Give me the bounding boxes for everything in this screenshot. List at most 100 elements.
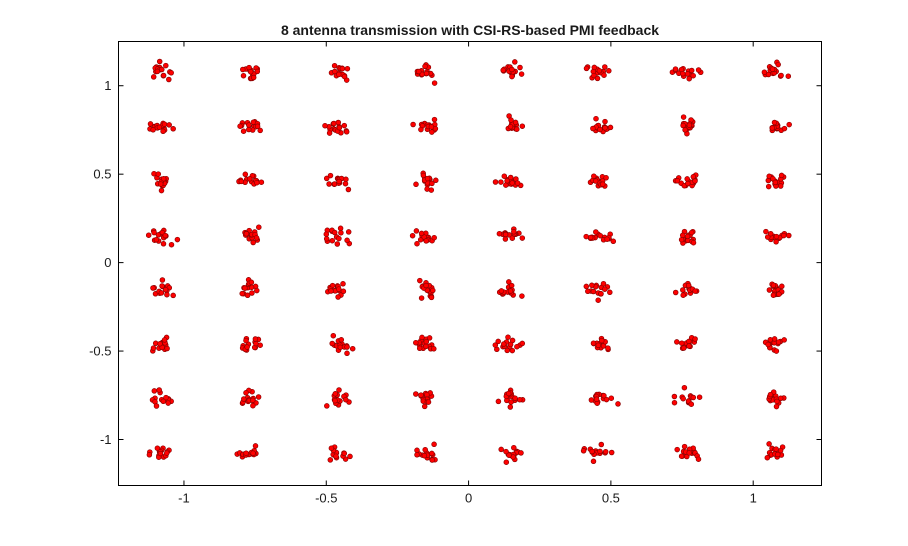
data-point <box>504 347 510 354</box>
data-point <box>423 238 429 244</box>
data-point <box>589 282 595 289</box>
data-point <box>598 441 605 448</box>
data-point <box>254 179 260 186</box>
data-point <box>418 392 424 398</box>
data-point <box>330 332 337 339</box>
data-point <box>336 71 342 78</box>
data-point <box>678 236 685 243</box>
data-point <box>154 68 161 75</box>
data-point <box>243 390 249 396</box>
data-point <box>425 399 432 405</box>
data-point <box>326 181 332 187</box>
data-point <box>508 399 514 405</box>
data-point <box>323 236 330 242</box>
data-point <box>503 459 510 465</box>
data-point <box>414 240 420 247</box>
data-point <box>166 122 172 128</box>
data-point <box>512 59 518 65</box>
data-point <box>511 229 517 235</box>
data-point <box>498 288 505 294</box>
data-points <box>145 58 792 465</box>
chart-title: 8 antenna transmission with CSI-RS-based… <box>281 22 659 38</box>
data-point <box>686 450 692 456</box>
data-point <box>602 448 609 455</box>
data-point <box>771 119 778 126</box>
data-point <box>603 396 610 403</box>
data-point <box>507 123 514 130</box>
data-point <box>329 340 335 347</box>
data-point <box>413 228 420 234</box>
data-point <box>160 72 167 79</box>
data-point <box>690 239 697 246</box>
data-point <box>507 341 514 348</box>
data-point <box>761 69 768 75</box>
data-point <box>519 293 525 299</box>
data-point <box>778 172 785 179</box>
data-point <box>163 394 169 401</box>
data-point <box>327 457 334 463</box>
data-point <box>509 235 516 241</box>
data-point <box>779 283 785 290</box>
data-point <box>322 122 328 129</box>
data-point <box>506 279 512 285</box>
data-point <box>160 241 167 247</box>
data-point <box>166 76 172 83</box>
data-point <box>163 62 169 69</box>
data-point <box>769 66 776 72</box>
data-point <box>323 175 330 182</box>
data-point <box>595 297 601 303</box>
data-point <box>414 447 420 454</box>
data-point <box>601 392 607 399</box>
data-point <box>423 343 429 350</box>
data-point <box>674 446 680 453</box>
data-point <box>773 239 779 245</box>
data-point <box>336 235 342 242</box>
data-point <box>156 387 162 393</box>
data-point <box>418 126 424 133</box>
data-point <box>602 125 608 131</box>
data-point <box>161 337 168 343</box>
data-point <box>692 178 698 184</box>
data-point <box>696 394 703 400</box>
data-point <box>770 282 777 288</box>
data-point <box>680 395 686 402</box>
data-point <box>174 236 181 243</box>
data-point <box>337 225 344 232</box>
data-point <box>680 292 686 298</box>
data-point <box>492 179 499 185</box>
data-point <box>786 121 792 128</box>
data-point <box>151 388 158 394</box>
data-point <box>250 450 256 456</box>
data-point <box>419 334 425 341</box>
data-point <box>773 403 780 410</box>
data-point <box>777 447 784 454</box>
data-point <box>681 384 688 391</box>
data-point <box>328 445 335 451</box>
data-point <box>672 66 679 72</box>
data-point <box>599 337 605 344</box>
data-point <box>418 230 425 237</box>
data-point <box>519 123 526 129</box>
data-point <box>256 224 262 230</box>
data-point <box>160 176 167 182</box>
axis-ticks: -1 -0.5 0 0.5 1 1 0.5 0 -0.5 -1 <box>89 41 822 506</box>
data-point <box>502 236 509 242</box>
data-point <box>414 452 420 458</box>
data-point <box>608 395 615 401</box>
data-point <box>254 287 260 294</box>
data-point <box>593 396 600 402</box>
data-point <box>240 72 247 79</box>
data-point <box>785 73 792 79</box>
data-point <box>507 288 514 294</box>
data-point <box>336 124 343 131</box>
data-point <box>422 446 428 453</box>
data-point <box>254 68 261 75</box>
data-point <box>512 119 519 126</box>
data-point <box>156 58 163 65</box>
data-point <box>692 336 698 342</box>
data-point <box>162 232 169 239</box>
y-tick-label: 1 <box>104 78 111 93</box>
data-point <box>602 286 608 292</box>
data-point <box>429 180 435 187</box>
y-tick-label: -1 <box>100 432 112 447</box>
